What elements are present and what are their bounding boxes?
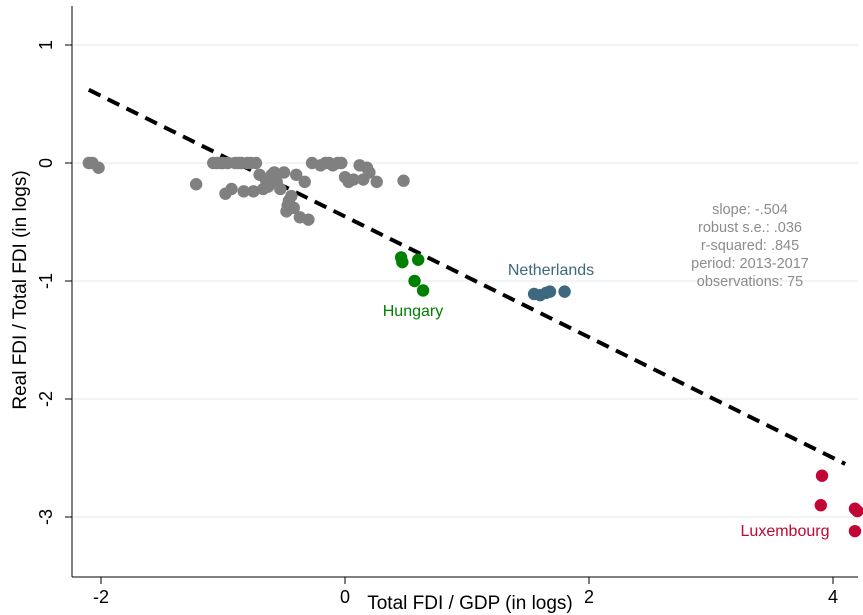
data-point: [225, 182, 238, 196]
data-point: [189, 178, 203, 191]
data-points: [82, 156, 863, 538]
data-point: [274, 182, 287, 196]
data-point: [543, 285, 557, 298]
x-tick-label: 2: [584, 587, 594, 607]
y-tick-label: 0: [36, 158, 56, 168]
stats-line: slope: -.504: [712, 202, 788, 218]
x-tick-label: 0: [340, 587, 350, 607]
data-point: [851, 504, 863, 518]
group-label: Luxembourg: [741, 523, 830, 540]
data-point: [298, 175, 311, 189]
data-point: [347, 173, 360, 186]
x-tick-label: -2: [93, 587, 109, 607]
data-point: [412, 253, 425, 266]
data-point: [363, 166, 376, 179]
data-point: [237, 185, 250, 198]
data-point: [558, 285, 571, 298]
data-point: [290, 168, 303, 181]
stats-box: slope: -.504 robust s.e.: .036 r-squared: …: [691, 202, 809, 290]
data-point: [416, 284, 430, 297]
y-tick-label: -3: [36, 509, 56, 525]
data-point: [848, 524, 862, 538]
data-point: [335, 156, 348, 170]
x-tick-label: 4: [828, 587, 838, 607]
group-labels: Hungary Netherlands Luxembourg: [383, 262, 830, 540]
data-point: [370, 175, 383, 189]
data-point: [247, 185, 260, 198]
stats-line: r-squared: .845: [701, 238, 799, 254]
data-point: [302, 213, 315, 226]
data-point: [396, 255, 409, 269]
x-axis-title: Total FDI / GDP (in logs): [367, 593, 573, 614]
data-point: [408, 274, 421, 288]
data-point: [249, 156, 263, 170]
fit-line: [87, 88, 847, 466]
axis-ticks: -2 0 2 4 1 0 -1 -2 -3: [36, 40, 838, 607]
y-tick-label: 1: [36, 40, 56, 50]
gridlines: [73, 44, 858, 518]
data-point: [277, 166, 291, 179]
group-label: Netherlands: [508, 262, 594, 279]
data-point: [268, 166, 281, 179]
data-point: [287, 201, 300, 215]
y-axis-title: Real FDI / Total FDI (in logs): [10, 170, 31, 409]
stats-line: robust s.e.: .036: [698, 220, 802, 236]
y-tick-label: -2: [36, 391, 56, 407]
data-point: [397, 174, 410, 187]
axes: [71, 6, 858, 578]
group-label: Hungary: [383, 303, 443, 320]
data-point: [814, 499, 827, 512]
data-point: [92, 161, 105, 174]
stats-line: period: 2013-2017: [691, 256, 809, 272]
data-point: [815, 469, 829, 482]
stats-line: observations: 75: [697, 274, 803, 290]
data-point: [285, 189, 298, 203]
y-tick-label: -1: [36, 273, 56, 289]
